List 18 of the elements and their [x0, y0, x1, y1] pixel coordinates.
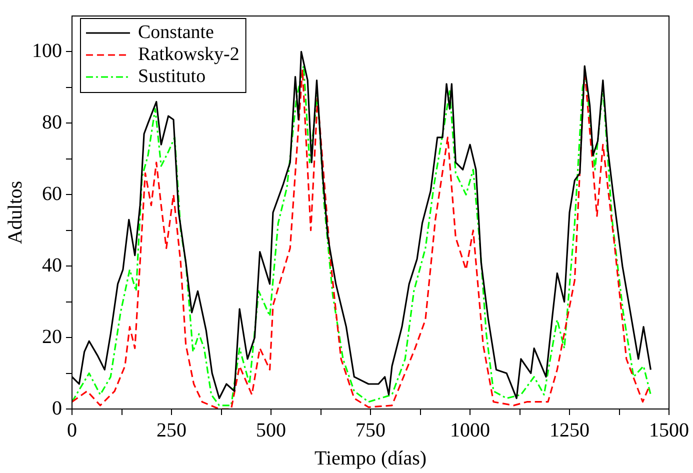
y-tick-label: 40 [42, 254, 62, 276]
y-tick-label: 60 [42, 182, 62, 205]
x-tick-label: 1000 [450, 419, 490, 442]
legend-label: Ratkowsky-2 [138, 44, 240, 65]
x-tick-label: 1500 [649, 419, 689, 442]
legend-label: Sustituto [138, 66, 206, 87]
y-axis-title: Adultos [4, 180, 26, 244]
y-tick-label: 0 [52, 397, 62, 420]
y-tick-label: 20 [42, 326, 62, 348]
x-tick-label: 1250 [550, 419, 590, 442]
y-tick-label: 80 [42, 111, 62, 134]
legend-label: Constante [138, 22, 214, 43]
x-tick-label: 250 [156, 419, 186, 442]
x-axis-title: Tiempo (días) [314, 447, 427, 470]
y-tick-label: 100 [32, 40, 62, 62]
x-tick-label: 750 [356, 419, 386, 442]
x-tick-label: 0 [67, 419, 77, 442]
x-tick-label: 500 [256, 419, 286, 442]
